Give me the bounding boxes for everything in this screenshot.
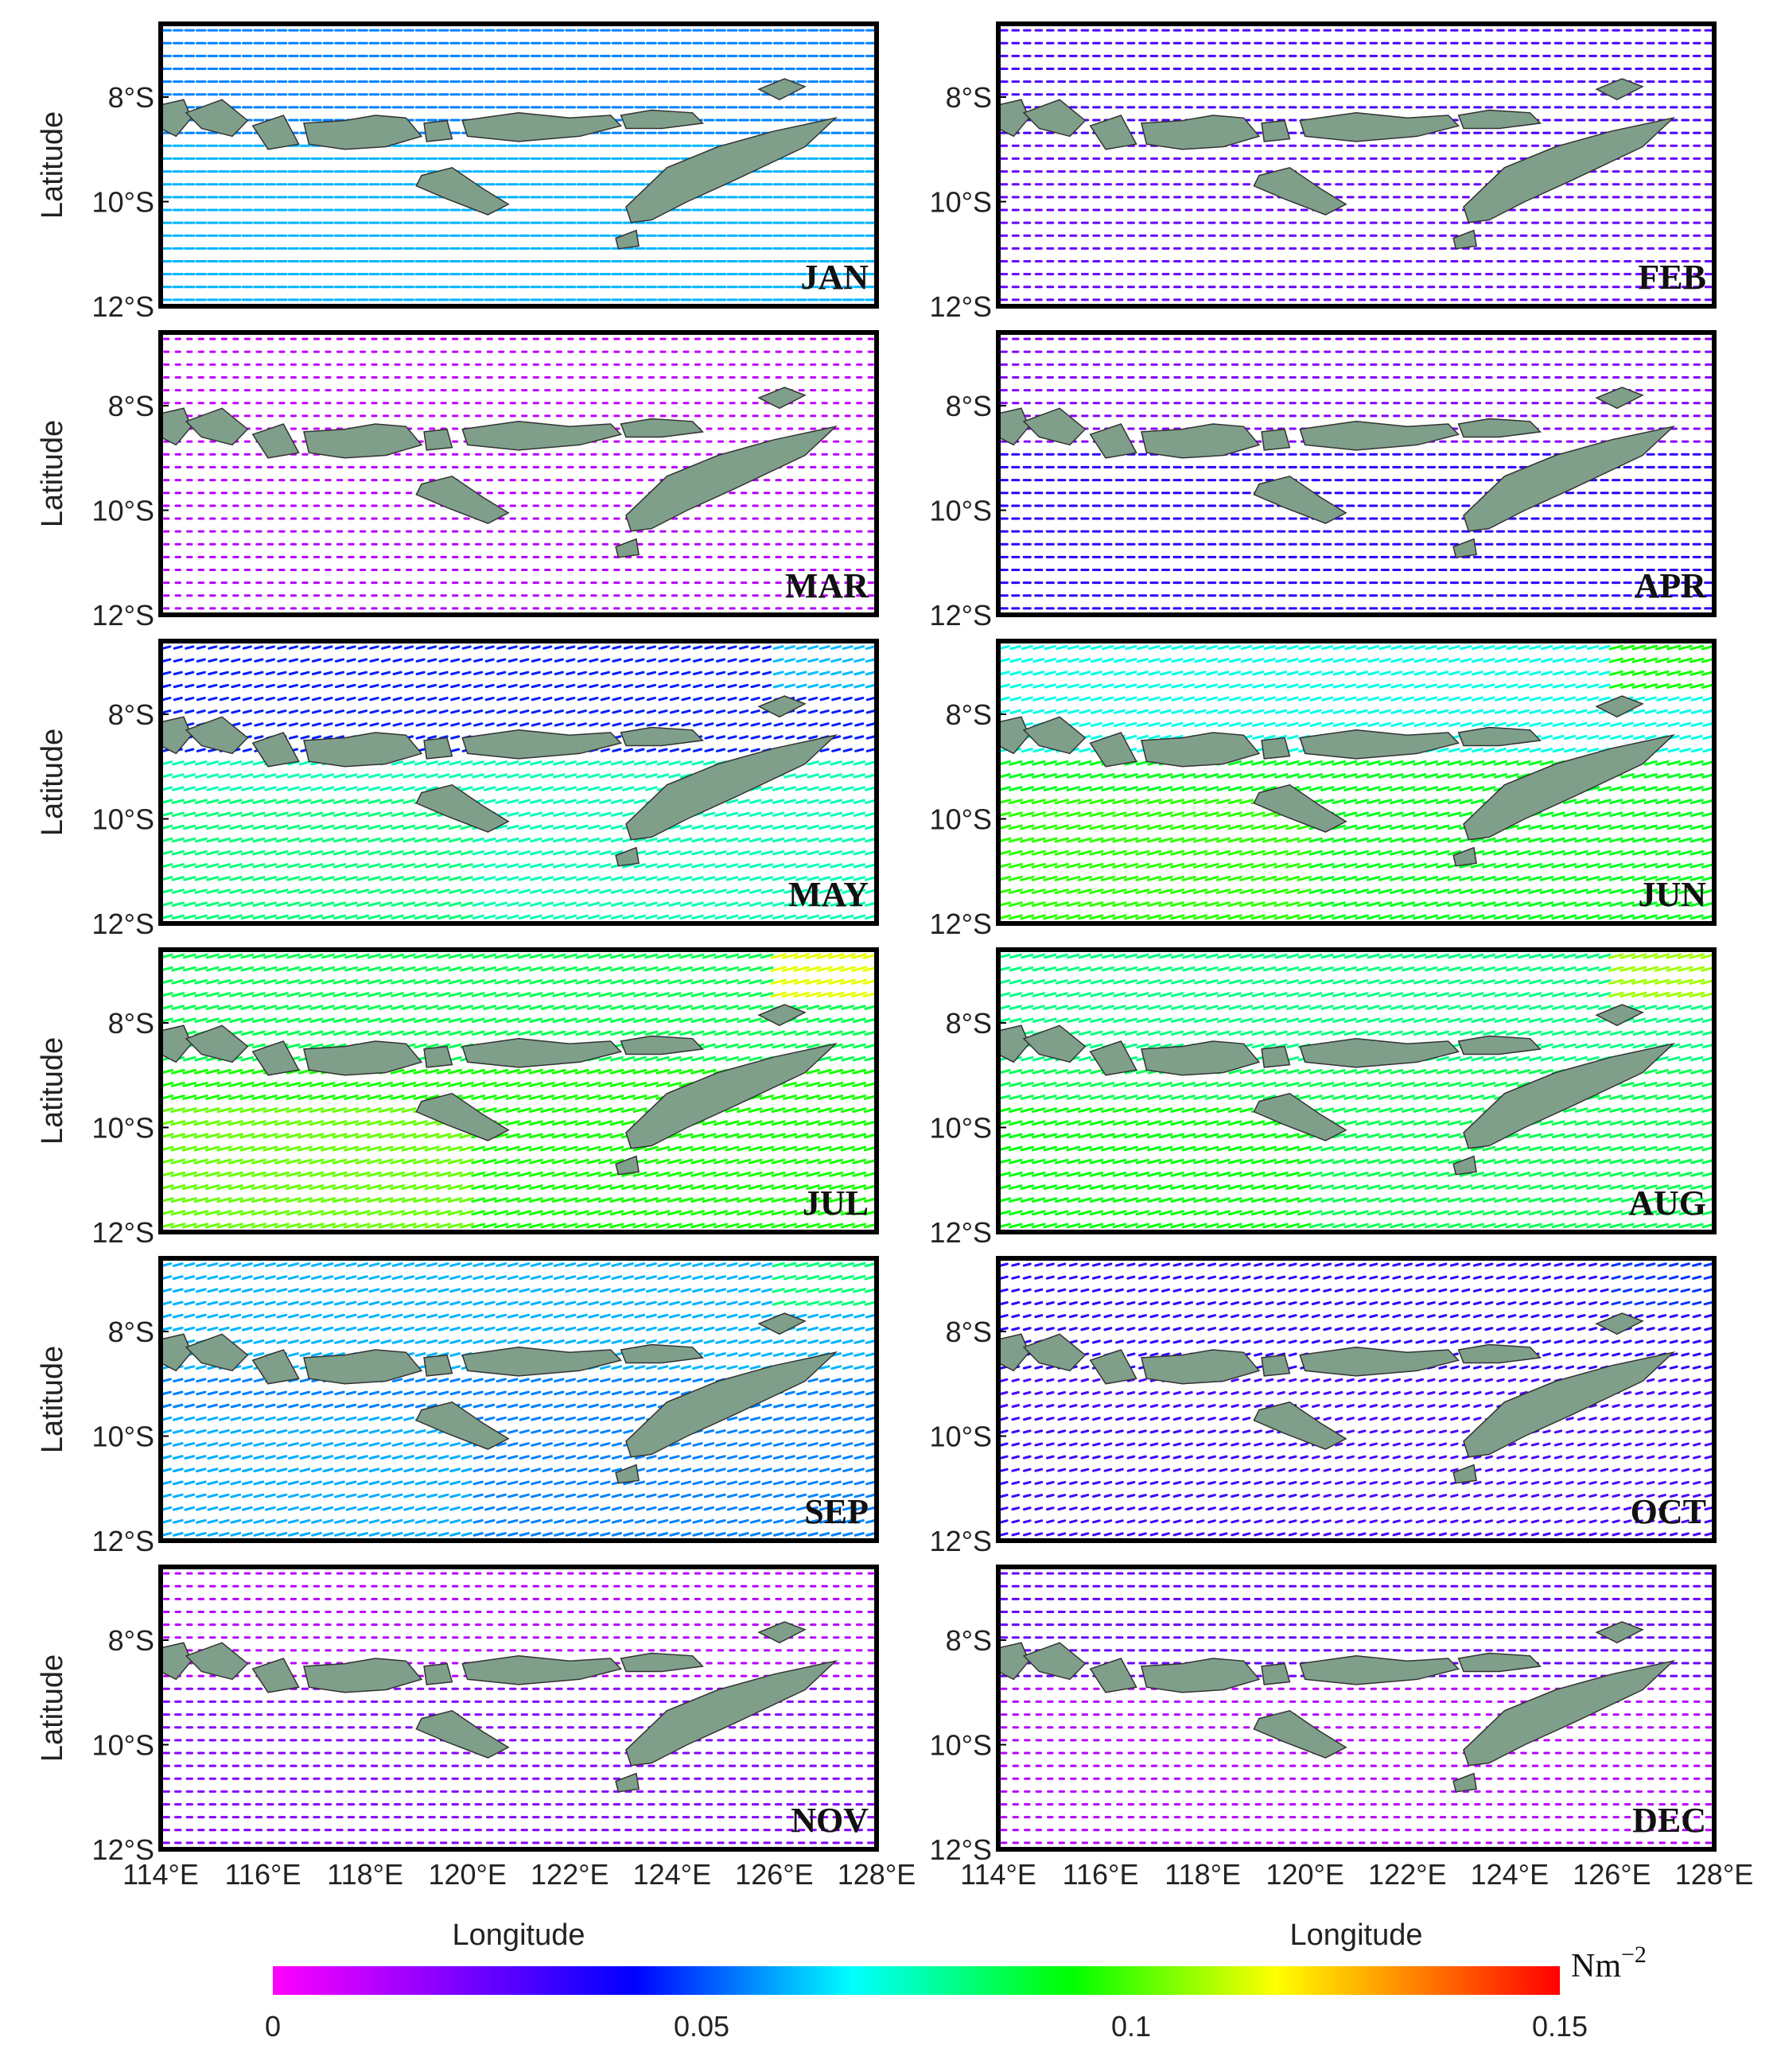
panel-background (998, 24, 1714, 306)
lat-tick-label: 8°S (946, 81, 992, 114)
panel-background (161, 24, 877, 306)
island (461, 112, 623, 142)
land-masses (998, 78, 1676, 250)
island (1253, 166, 1347, 216)
island (615, 229, 640, 250)
lat-tick-label: 12°S (92, 599, 154, 632)
island (1595, 78, 1644, 101)
lat-tick-label: 12°S (930, 290, 992, 323)
panel-background (998, 332, 1714, 615)
island (1089, 115, 1137, 150)
lat-tick-label: 10°S (92, 495, 154, 527)
panel-frame (996, 21, 1717, 309)
island (185, 99, 249, 138)
land-masses (161, 78, 838, 250)
island (757, 78, 807, 101)
island (185, 407, 249, 446)
island (461, 421, 623, 451)
wind-vectors (999, 29, 1713, 301)
island (415, 166, 510, 216)
y-axis-label: Latitude (36, 111, 69, 219)
lat-tick-label: 8°S (108, 390, 154, 422)
island (251, 423, 300, 459)
island (161, 99, 192, 138)
island (625, 117, 838, 224)
island (1141, 115, 1261, 150)
island (1457, 109, 1542, 130)
month-label: FEB (1638, 258, 1706, 297)
island (415, 475, 510, 524)
panel-background (161, 332, 877, 615)
island (303, 423, 423, 459)
island (1022, 99, 1087, 138)
month-label: MAR (785, 566, 869, 605)
island (303, 115, 423, 150)
island (251, 115, 300, 150)
island (1261, 119, 1291, 142)
island (1452, 229, 1477, 250)
island (998, 99, 1030, 138)
y-axis-label: Latitude (36, 420, 69, 527)
lat-tick-label: 10°S (92, 186, 154, 219)
island (1463, 117, 1676, 224)
island (1299, 112, 1460, 142)
island (161, 407, 192, 446)
island (625, 426, 838, 532)
island (620, 418, 704, 438)
wind-vectors (163, 337, 874, 610)
panel-frame (158, 21, 879, 309)
lat-tick-label: 10°S (930, 186, 992, 219)
panel-frame (158, 330, 879, 617)
island (615, 538, 640, 558)
map-panel-mar: MAR 8°S 10°S 12°S Latitude (36, 330, 879, 632)
land-masses (161, 387, 838, 558)
island (423, 428, 453, 451)
lat-tick-label: 8°S (108, 81, 154, 114)
island (423, 119, 453, 142)
island (757, 387, 807, 410)
island (620, 109, 704, 130)
month-label: JAN (800, 258, 869, 297)
lat-tick-label: 12°S (92, 290, 154, 323)
map-panel-jan: JAN 8°S 10°S 12°S Latitude (36, 21, 879, 323)
map-panel-feb: FEB 8°S 10°S 12°S (930, 21, 1717, 323)
